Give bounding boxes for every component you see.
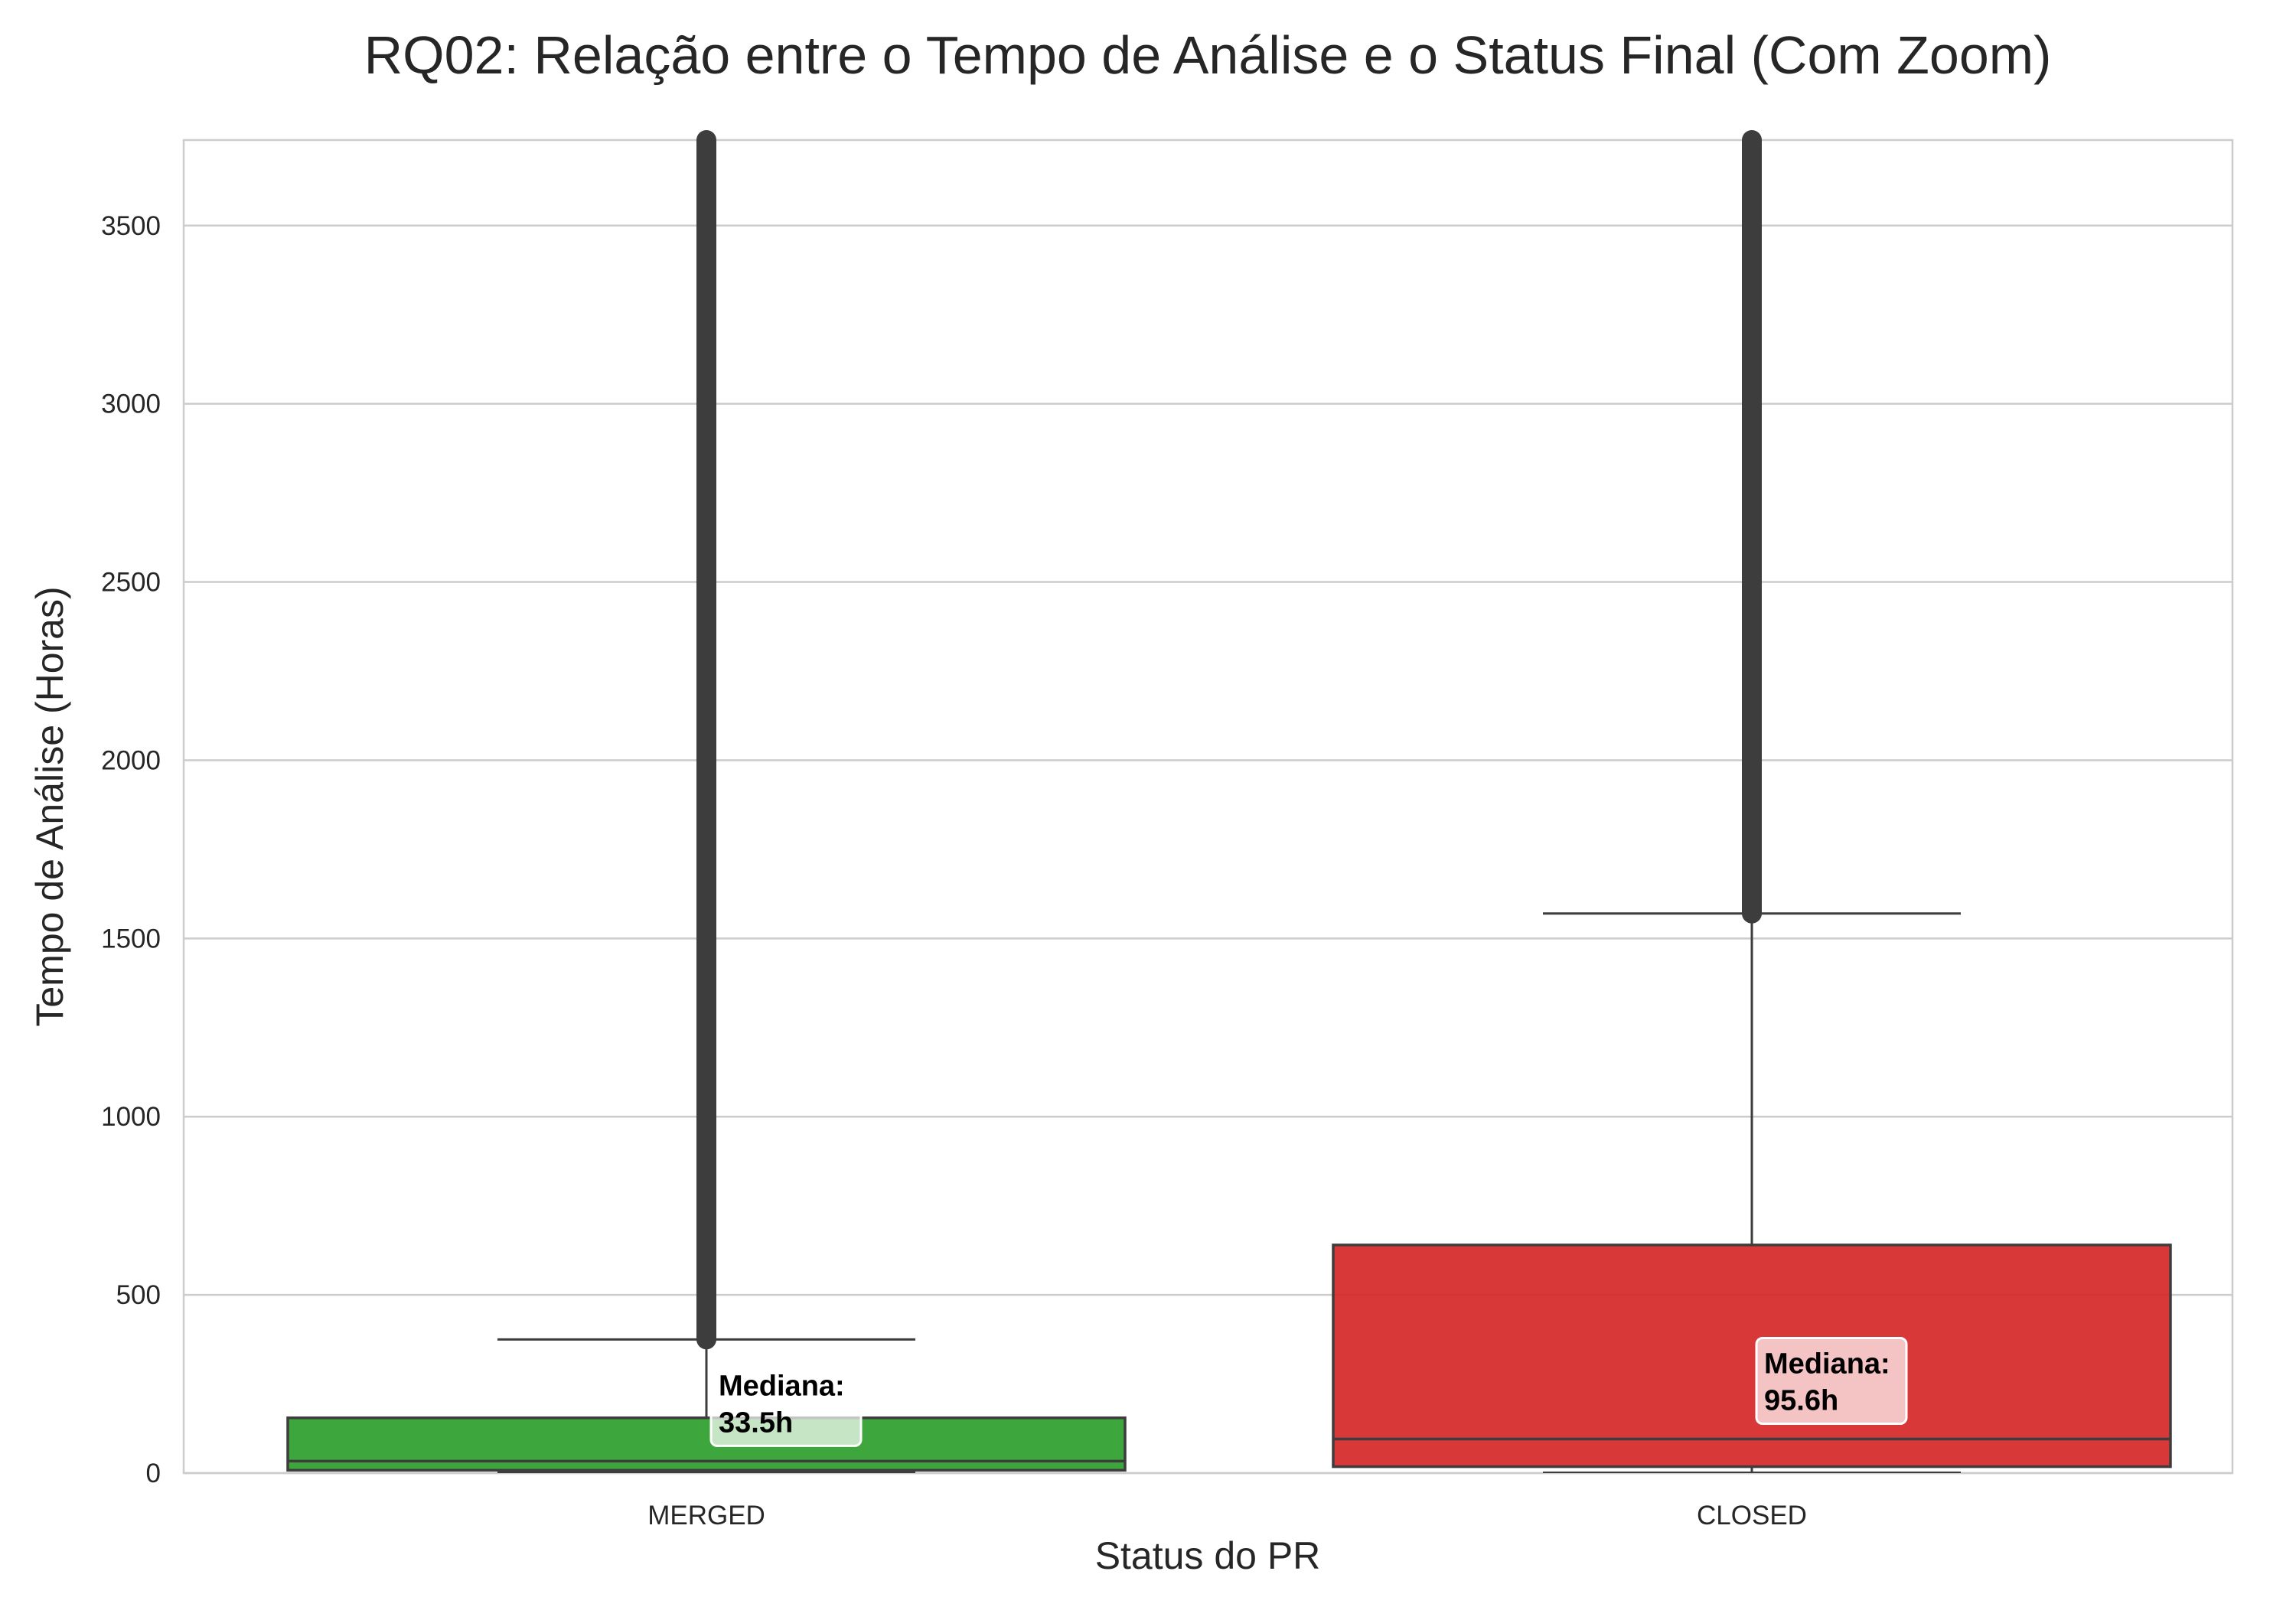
median-annotation-box bbox=[709, 1358, 863, 1447]
median-annotation-value: 95.6h bbox=[1764, 1384, 1838, 1416]
y-tick-label: 2500 bbox=[101, 568, 161, 598]
box-series: Mediana: 33.5h Mediana: 95.6h bbox=[286, 130, 2172, 1473]
x-tick-label: CLOSED bbox=[1697, 1501, 1807, 1530]
y-tick-label: 500 bbox=[116, 1280, 161, 1310]
y-axis-label: Tempo de Análise (Horas) bbox=[28, 586, 71, 1026]
x-tick-label: MERGED bbox=[647, 1501, 765, 1530]
chart-title: RQ02: Relação entre o Tempo de Análise e… bbox=[364, 25, 2052, 85]
x-axis-label: Status do PR bbox=[1095, 1534, 1321, 1577]
plot-area-frame bbox=[182, 139, 2234, 1475]
y-tick-label: 3500 bbox=[101, 211, 161, 241]
y-tick-label: 1500 bbox=[101, 924, 161, 953]
y-tick-label: 2000 bbox=[101, 745, 161, 775]
median-annotation-label: Mediana: bbox=[719, 1370, 845, 1402]
median-annotation-box bbox=[1755, 1336, 1908, 1425]
y-tick-label: 0 bbox=[146, 1459, 161, 1488]
median-annotation-label: Mediana: bbox=[1764, 1348, 1890, 1380]
y-tick-label: 1000 bbox=[101, 1102, 161, 1132]
box-body bbox=[1332, 1244, 2172, 1468]
y-tick-label: 3000 bbox=[101, 390, 161, 419]
median-annotation-value: 33.5h bbox=[719, 1407, 793, 1439]
box-merged: Mediana: 33.5h bbox=[286, 130, 1127, 1473]
box-closed: Mediana: 95.6h bbox=[1332, 130, 2172, 1473]
axis-ticks: 0 500 1000 1500 2000 2500 3000 3500 MERGED CLOSED bbox=[101, 211, 1807, 1530]
